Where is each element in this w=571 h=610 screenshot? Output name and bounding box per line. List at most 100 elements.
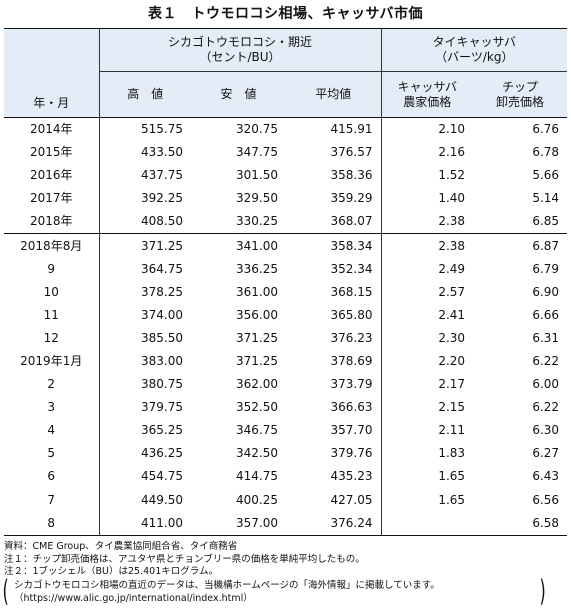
table-row: 2014年 515.75 320.75 415.91 2.10 6.76: [4, 117, 568, 142]
cell-low: 357.00: [236, 515, 278, 530]
cell-farm-price: 2.49: [380, 257, 474, 281]
cell-average: 368.15: [330, 284, 373, 299]
cell-average: 378.69: [330, 353, 373, 368]
cell-chip-wholesale: 6.90: [532, 284, 560, 299]
cell-high: 454.75: [141, 469, 183, 484]
cell-average: 427.05: [330, 492, 373, 507]
row-label: 6: [4, 465, 100, 489]
cell-high: 378.25: [141, 284, 183, 299]
cell-low: 371.25: [236, 330, 278, 345]
table-row: 6 454.75 414.75 435.23 1.65 6.43: [4, 465, 567, 489]
cell-low: 301.50: [236, 168, 278, 183]
cell-chip-wholesale: 6.00: [532, 377, 560, 392]
row-label: 2: [4, 373, 100, 397]
cell-farm-price: 2.38: [380, 210, 474, 234]
table-row: 3 379.75 352.50 366.63 2.15 6.22: [4, 396, 567, 420]
table-row: 2018年 408.50 330.25 368.07 2.38 6.85: [4, 210, 567, 234]
cell-low: 400.25: [236, 492, 278, 507]
table-row: 11 374.00 356.00 365.80 2.41 6.66: [4, 303, 567, 327]
website-note-line-1: シカゴトウモロコシ相場の直近のデータは、当機構ホームページの「海外情報」に掲載し…: [14, 580, 440, 591]
row-label: 2017年: [4, 187, 100, 211]
cell-high: 437.75: [141, 168, 183, 183]
cell-average: 373.79: [330, 377, 373, 392]
cell-high: 436.25: [141, 446, 183, 461]
cell-high: 371.25: [99, 233, 191, 258]
price-table: 年・月 シカゴトウモロコシ・期近 （セント/BU） タイキャッサバ （バーツ/k…: [4, 28, 568, 536]
row-label: 7: [4, 488, 100, 512]
cell-farm-price: 2.38: [380, 233, 474, 258]
column-header-high: 高 値: [99, 71, 191, 118]
row-label: 12: [4, 326, 100, 350]
row-label: 2019年1月: [4, 349, 100, 374]
table-title: 表１ トウモロコシ相場、キャッサバ市価: [148, 6, 423, 22]
cell-average: 357.70: [330, 423, 373, 438]
right-parenthesis: ): [539, 574, 546, 608]
cell-chip-wholesale: 6.58: [532, 515, 560, 530]
row-label: 3: [4, 396, 100, 420]
website-note: ( シカゴトウモロコシ相場の直近のデータは、当機構ホームページの「海外情報」に掲…: [3, 574, 546, 608]
row-label: 2018年8月: [4, 233, 100, 258]
cell-high: 433.50: [141, 145, 183, 160]
cell-low: 414.75: [236, 469, 278, 484]
row-label: 4: [4, 419, 100, 443]
cell-chip-wholesale: 6.22: [532, 353, 560, 368]
cell-chip-wholesale: 6.30: [532, 423, 560, 438]
cell-farm-price: 1.65: [380, 465, 474, 489]
website-note-url: （https://www.alic.go.jp/international/in…: [14, 593, 253, 604]
row-label: 5: [4, 442, 100, 466]
cell-chip-wholesale: 6.87: [473, 233, 568, 258]
table-row: 7 449.50 400.25 427.05 1.65 6.56: [4, 488, 567, 512]
cell-average: 365.80: [330, 307, 373, 322]
cell-farm-price: 2.20: [380, 349, 474, 374]
cell-farm-price: [380, 511, 474, 536]
table-row: 10 378.25 361.00 368.15 2.57 6.90: [4, 280, 567, 304]
cell-low: 329.50: [236, 191, 278, 206]
cell-high: 449.50: [141, 492, 183, 507]
table-row: 2019年1月 383.00 371.25 378.69 2.20 6.22: [4, 349, 567, 374]
cell-average: 376.24: [330, 515, 373, 530]
cell-high: 411.00: [141, 515, 183, 530]
cell-low: 336.25: [236, 261, 278, 276]
cell-farm-price: 2.41: [380, 303, 474, 327]
table-row: 2016年 437.75 301.50 358.36 1.52 5.66: [4, 164, 567, 188]
cell-chip-wholesale: 6.79: [532, 261, 560, 276]
table-row: 2 380.75 362.00 373.79 2.17 6.00: [4, 373, 567, 397]
header-group-row: 年・月 シカゴトウモロコシ・期近 （セント/BU） タイキャッサバ （バーツ/k…: [4, 28, 568, 118]
cell-chip-wholesale: 6.85: [532, 214, 560, 229]
cell-low: 352.50: [236, 400, 278, 415]
note-2: 注２：1ブッシェル（BU）は25.401キログラム。: [4, 566, 218, 577]
cell-high: 383.00: [141, 353, 183, 368]
row-label: 9: [4, 257, 100, 281]
column-header-chip-wholesale: チップ 卸売価格: [473, 71, 568, 118]
cell-chip-wholesale: 6.76: [473, 117, 568, 142]
row-label: 11: [4, 303, 100, 327]
cell-high: 408.50: [141, 214, 183, 229]
table-row: 12 385.50 371.25 376.23 2.30 6.31: [4, 326, 567, 350]
cell-low: 342.50: [236, 446, 278, 461]
cell-farm-price: 2.11: [380, 419, 474, 443]
cell-low: 320.75: [191, 117, 286, 142]
cell-farm-price: 2.16: [380, 141, 474, 165]
note-1: 注１：チップ卸売価格は、アユタヤ県とチョンブリー県の価格を単純平均したもの。: [4, 553, 365, 565]
notes: 資料：CME Group、タイ農業協同組合省、タイ商務省 注１：チップ卸売価格は、…: [4, 541, 365, 579]
row-label: 2014年: [4, 117, 100, 142]
cell-farm-price: 2.17: [380, 373, 474, 397]
cell-low: 346.75: [236, 423, 278, 438]
row-label: 2016年: [4, 164, 100, 188]
cell-farm-price: 1.40: [380, 187, 474, 211]
cell-low: 341.00: [191, 233, 286, 258]
row-label: 8: [4, 511, 100, 536]
cell-high: 374.00: [141, 307, 183, 322]
cell-average: 366.63: [330, 400, 373, 415]
table-row: 2018年8月 371.25 341.00 358.34 2.38 6.87: [4, 233, 568, 258]
cell-chip-wholesale: 6.78: [532, 145, 560, 160]
annual-rows: 2014年 515.75 320.75 415.91 2.10 6.76 2015年 433.…: [4, 117, 568, 234]
cell-farm-price: 2.30: [380, 326, 474, 350]
cell-average: 376.57: [330, 145, 373, 160]
table-row: 4 365.25 346.75 357.70 2.11 6.30: [4, 419, 567, 443]
cell-low: 347.75: [236, 145, 278, 160]
cell-farm-price: 1.52: [380, 164, 474, 188]
cell-high: 364.75: [141, 261, 183, 276]
website-note-text: シカゴトウモロコシ相場の直近のデータは、当機構ホームページの「海外情報」に掲載し…: [14, 579, 440, 605]
table-row: 5 436.25 342.50 379.76 1.83 6.27: [4, 442, 567, 466]
